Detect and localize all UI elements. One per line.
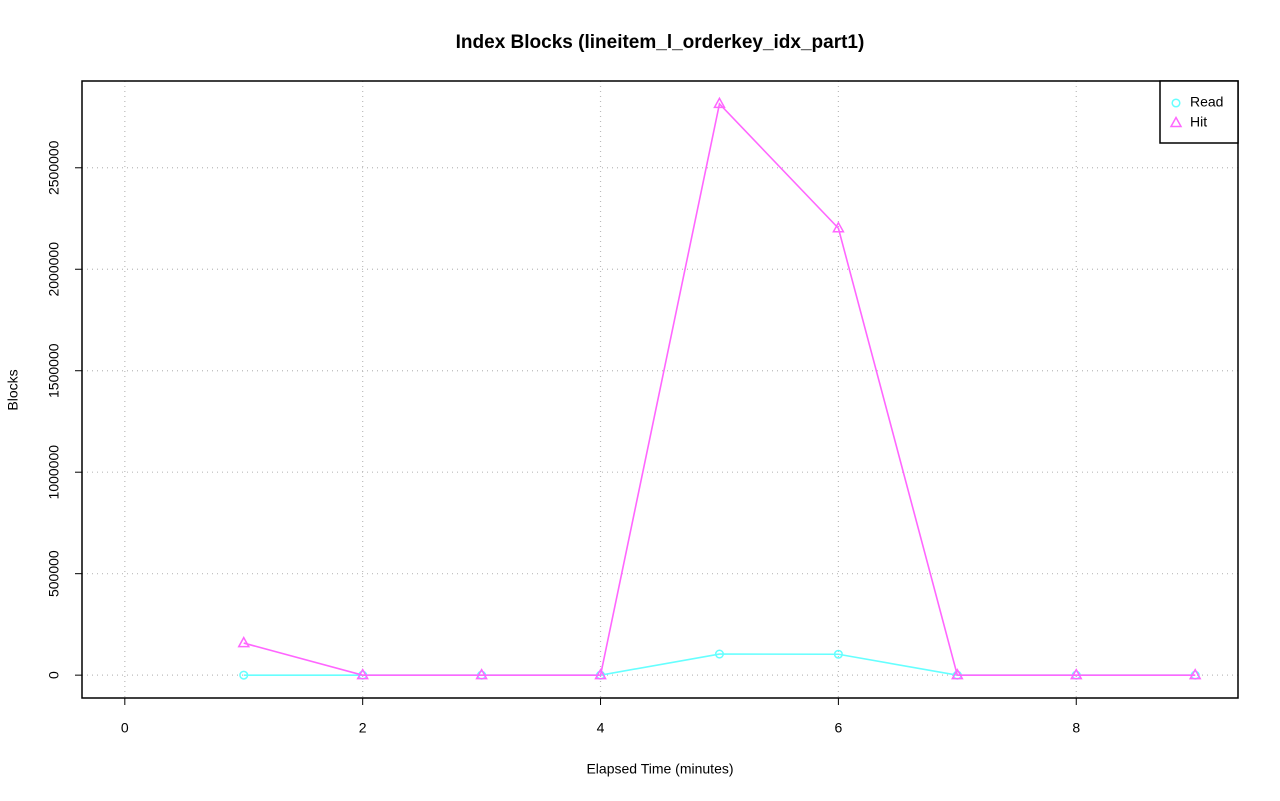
y-tick-label: 500000 — [46, 550, 62, 597]
y-tick-label: 2500000 — [46, 140, 62, 195]
marker — [1069, 668, 1083, 680]
marker — [951, 668, 964, 680]
marker — [237, 636, 251, 648]
x-tick-label: 0 — [121, 720, 129, 736]
legend-marker — [1171, 98, 1181, 108]
marker — [356, 668, 369, 680]
marker — [239, 670, 249, 680]
marker — [714, 649, 725, 659]
x-tick-label: 6 — [834, 720, 842, 736]
x-tick-label: 2 — [359, 720, 367, 736]
y-tick-label: 2000000 — [46, 242, 62, 297]
legend-box — [1159, 80, 1239, 144]
x-tick-label: 8 — [1072, 720, 1080, 736]
y-tick-label: 1500000 — [46, 343, 62, 398]
x-axis-label: Elapsed Time (minutes) — [586, 761, 733, 777]
legend-label: Hit — [1190, 114, 1207, 130]
marker — [594, 668, 607, 680]
marker — [1188, 668, 1202, 680]
marker — [833, 649, 843, 659]
plot-frame — [81, 80, 1239, 699]
series-line — [243, 102, 1196, 676]
y-tick-label: 1000000 — [46, 445, 62, 500]
y-axis-label: Blocks — [5, 369, 21, 410]
x-tick-label: 4 — [597, 720, 605, 736]
marker — [713, 96, 726, 109]
chart-title: Index Blocks (lineitem_l_orderkey_idx_pa… — [456, 32, 865, 53]
marker — [475, 668, 488, 680]
y-tick-label: 0 — [46, 671, 62, 679]
legend-label: Read — [1190, 94, 1223, 110]
legend-marker — [1169, 115, 1183, 128]
marker — [832, 221, 845, 233]
